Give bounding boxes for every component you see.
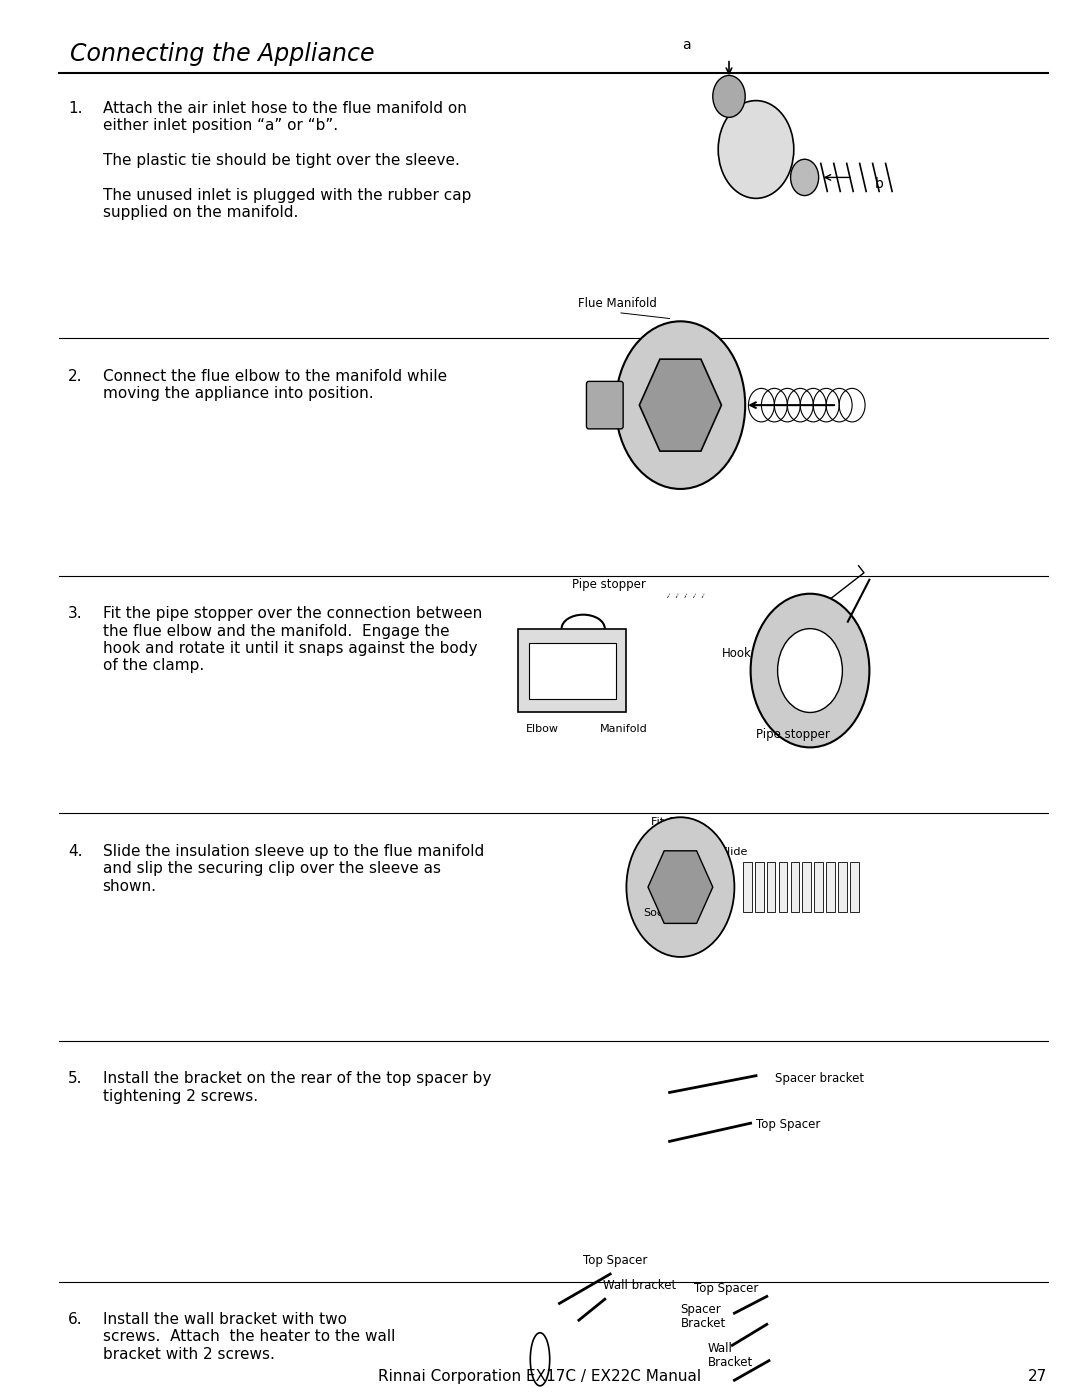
Text: Spacer bracket: Spacer bracket bbox=[775, 1071, 865, 1085]
Bar bbox=[826, 862, 835, 912]
Text: Top Spacer: Top Spacer bbox=[583, 1255, 648, 1267]
Text: Fit the pipe stopper over the connection between
the flue elbow and the manifold: Fit the pipe stopper over the connection… bbox=[103, 606, 482, 673]
Circle shape bbox=[778, 629, 842, 712]
Bar bbox=[791, 862, 799, 912]
Polygon shape bbox=[639, 359, 721, 451]
Text: Top Spacer: Top Spacer bbox=[756, 1118, 821, 1132]
Bar bbox=[802, 862, 811, 912]
Text: Spacer
Bracket: Spacer Bracket bbox=[680, 1303, 726, 1330]
Circle shape bbox=[626, 817, 734, 957]
Text: Wall
Bracket: Wall Bracket bbox=[707, 1343, 753, 1369]
Text: Install the wall bracket with two
screws.  Attach  the heater to the wall
bracke: Install the wall bracket with two screws… bbox=[103, 1312, 395, 1362]
Text: 3.: 3. bbox=[68, 606, 83, 622]
Bar bbox=[743, 862, 752, 912]
Polygon shape bbox=[648, 851, 713, 923]
Bar bbox=[767, 862, 775, 912]
Text: 4.: 4. bbox=[68, 844, 82, 859]
Bar bbox=[518, 629, 626, 712]
Circle shape bbox=[718, 101, 794, 198]
Text: Attach the air inlet hose to the flue manifold on
either inlet position “a” or “: Attach the air inlet hose to the flue ma… bbox=[103, 101, 471, 219]
Bar bbox=[850, 862, 859, 912]
Text: Pipe stopper: Pipe stopper bbox=[756, 728, 829, 740]
Bar bbox=[779, 862, 787, 912]
Text: Manifold: Manifold bbox=[599, 724, 647, 733]
Text: Top Spacer: Top Spacer bbox=[694, 1282, 759, 1295]
Text: 1.: 1. bbox=[68, 101, 82, 116]
FancyBboxPatch shape bbox=[586, 381, 623, 429]
Text: Slide the insulation sleeve up to the flue manifold
and slip the securing clip o: Slide the insulation sleeve up to the fl… bbox=[103, 844, 484, 894]
Circle shape bbox=[713, 75, 745, 117]
Text: Connect the flue elbow to the manifold while
moving the appliance into position.: Connect the flue elbow to the manifold w… bbox=[103, 369, 447, 401]
Text: Sock: Sock bbox=[644, 908, 671, 918]
Bar bbox=[529, 643, 616, 698]
Text: 6.: 6. bbox=[68, 1312, 83, 1327]
Text: Connecting the Appliance: Connecting the Appliance bbox=[70, 42, 375, 66]
Text: 2.: 2. bbox=[68, 369, 82, 384]
Text: a: a bbox=[683, 38, 691, 52]
Text: Rinnai Corporation EX17C / EX22C Manual: Rinnai Corporation EX17C / EX22C Manual bbox=[378, 1369, 702, 1384]
Text: Install the bracket on the rear of the top spacer by
tightening 2 screws.: Install the bracket on the rear of the t… bbox=[103, 1071, 491, 1104]
Text: Flue Manifold: Flue Manifold bbox=[578, 298, 657, 310]
Text: Fit Clip: Fit Clip bbox=[651, 817, 689, 827]
Circle shape bbox=[616, 321, 745, 489]
Text: Wall bracket: Wall bracket bbox=[603, 1280, 676, 1292]
Circle shape bbox=[791, 159, 819, 196]
Text: 27: 27 bbox=[1028, 1369, 1048, 1384]
Bar bbox=[814, 862, 823, 912]
Bar bbox=[755, 862, 764, 912]
Text: Elbow: Elbow bbox=[526, 724, 559, 733]
Text: b: b bbox=[875, 177, 883, 191]
Circle shape bbox=[751, 594, 869, 747]
Text: Pipe stopper: Pipe stopper bbox=[572, 578, 646, 591]
Text: Hook: Hook bbox=[721, 647, 752, 661]
Text: Slide: Slide bbox=[720, 847, 747, 858]
Text: 5.: 5. bbox=[68, 1071, 82, 1087]
Bar bbox=[838, 862, 847, 912]
